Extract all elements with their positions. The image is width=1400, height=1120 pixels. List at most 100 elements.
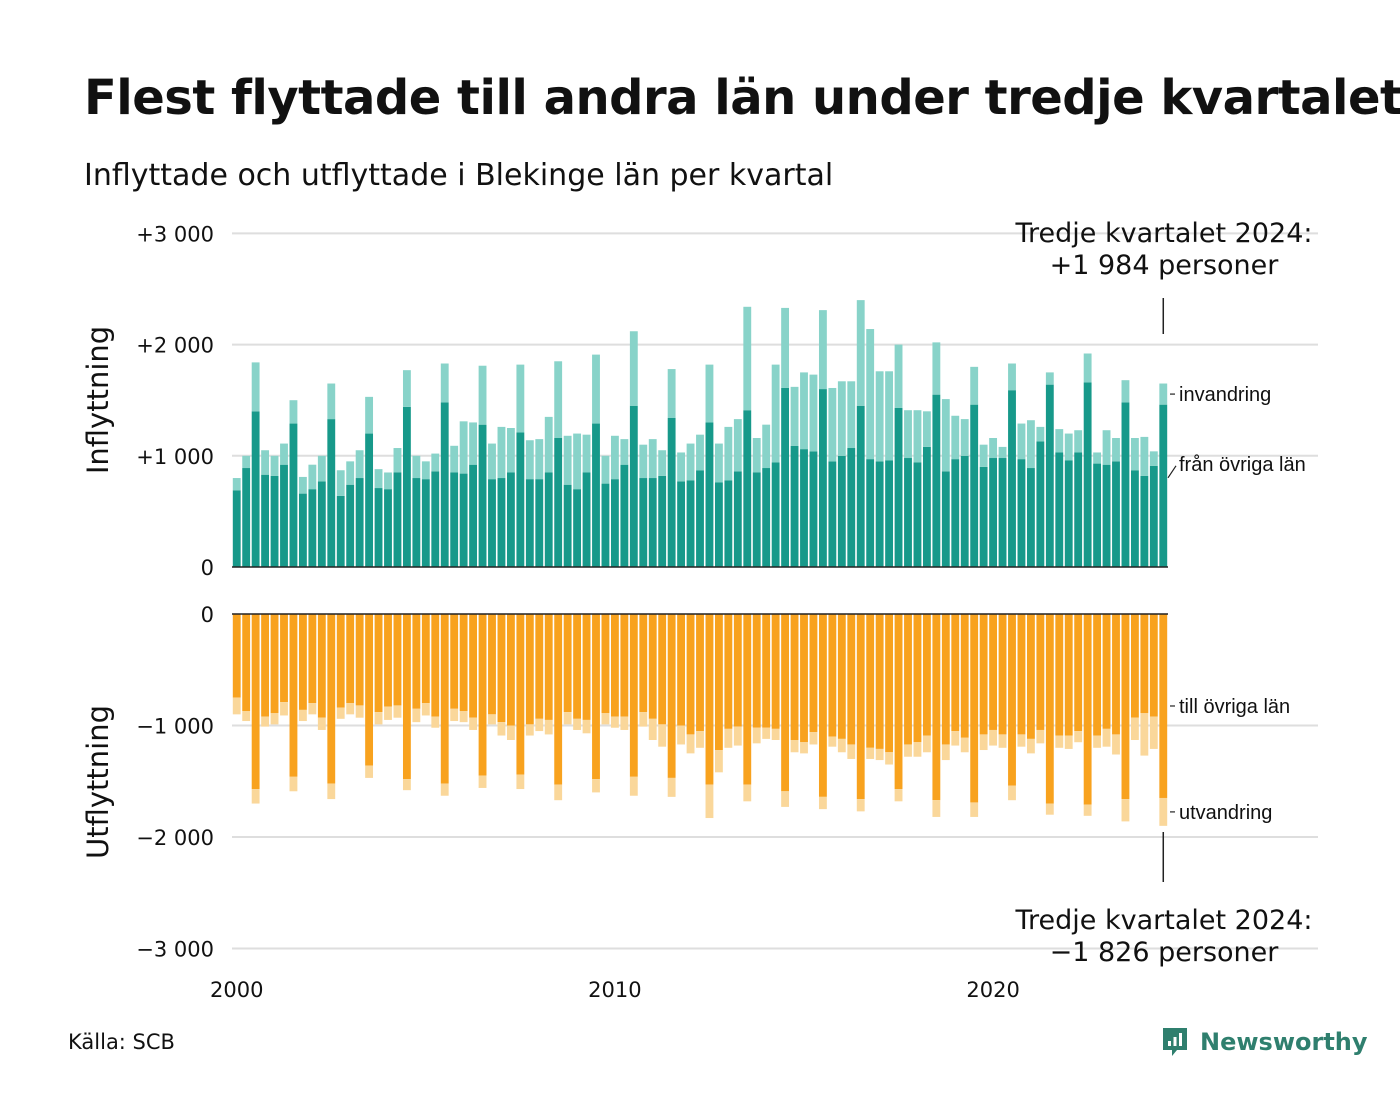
bar-fran-ovriga-lan	[658, 475, 667, 567]
bar-fran-ovriga-lan	[393, 472, 402, 567]
bar-fran-ovriga-lan	[374, 488, 383, 567]
bar-fran-ovriga-lan	[525, 479, 534, 567]
bar-invandring	[525, 440, 534, 480]
bar-utvandring	[866, 747, 875, 759]
bar-utvandring	[355, 705, 364, 718]
bar-fran-ovriga-lan	[298, 493, 307, 567]
bar-fran-ovriga-lan	[1093, 463, 1102, 567]
bar-till-ovriga-lan	[639, 614, 648, 713]
bar-fran-ovriga-lan	[336, 495, 345, 567]
bar-fran-ovriga-lan	[261, 474, 270, 567]
bar-utvandring	[450, 708, 459, 722]
bar-fran-ovriga-lan	[771, 462, 780, 567]
bar-fran-ovriga-lan	[1045, 384, 1054, 567]
bar-invandring	[384, 472, 392, 490]
bar-fran-ovriga-lan	[781, 387, 790, 567]
bar-invandring	[1055, 429, 1064, 453]
bar-invandring	[724, 426, 733, 481]
bar-utvandring	[639, 712, 648, 727]
bar-fran-ovriga-lan	[932, 394, 941, 567]
bar-till-ovriga-lan	[866, 614, 875, 748]
bar-invandring	[894, 344, 903, 408]
bar-fran-ovriga-lan	[251, 411, 260, 567]
bar-utvandring	[752, 727, 761, 744]
bar-fran-ovriga-lan	[1074, 452, 1083, 567]
annotation-outflow-line2: −1 826 personer	[1050, 937, 1280, 968]
bar-invandring	[1045, 372, 1054, 385]
bar-fran-ovriga-lan	[280, 464, 288, 567]
bar-invandring	[280, 443, 288, 465]
chart-title: Flest flyttade till andra län under tred…	[84, 70, 1400, 126]
bar-utvandring	[856, 799, 865, 812]
bar-fran-ovriga-lan	[705, 422, 714, 567]
bar-invandring	[421, 461, 430, 480]
bar-fran-ovriga-lan	[554, 438, 563, 567]
bar-till-ovriga-lan	[242, 614, 251, 712]
bar-utvandring	[232, 697, 241, 715]
bar-till-ovriga-lan	[251, 614, 260, 790]
bar-invandring	[1112, 438, 1120, 462]
bar-fran-ovriga-lan	[1140, 475, 1149, 567]
bar-utvandring	[1112, 734, 1120, 755]
bar-utvandring	[733, 726, 742, 746]
bar-utvandring	[714, 750, 723, 773]
y-axis-label-outflow: Utflyttning	[81, 705, 115, 859]
y-axis-label-inflow: Inflyttning	[81, 326, 115, 474]
bar-utvandring	[289, 776, 298, 792]
bar-till-ovriga-lan	[771, 614, 780, 729]
y-tick-label: −2 000	[136, 826, 214, 850]
bar-till-ovriga-lan	[563, 614, 572, 713]
bar-invandring	[610, 435, 619, 480]
bar-invandring	[270, 455, 279, 476]
bar-invandring	[828, 387, 837, 462]
bar-invandring	[885, 371, 894, 461]
bar-fran-ovriga-lan	[365, 433, 374, 567]
bar-invandring	[497, 426, 506, 479]
bar-invandring	[941, 399, 950, 472]
bar-till-ovriga-lan	[989, 614, 998, 730]
bar-utvandring	[317, 717, 326, 730]
bar-fran-ovriga-lan	[913, 462, 922, 567]
bar-till-ovriga-lan	[355, 614, 364, 706]
bar-till-ovriga-lan	[809, 614, 818, 733]
bar-utvandring	[818, 796, 827, 810]
bar-utvandring	[1159, 797, 1168, 826]
series-label-utvandring: utvandring	[1179, 802, 1272, 824]
chart-canvas: 0 +1 000 +2 000 +3 000 0 −1 000 −2 000 −3 000 20…	[81, 218, 1318, 1002]
bar-utvandring	[402, 779, 411, 791]
bar-fran-ovriga-lan	[1008, 390, 1016, 567]
bar-utvandring	[525, 724, 534, 736]
source-note: Källa: SCB	[68, 1030, 175, 1054]
bar-fran-ovriga-lan	[497, 478, 506, 567]
bar-fran-ovriga-lan	[232, 490, 241, 567]
bar-utvandring	[384, 706, 392, 720]
bar-fran-ovriga-lan	[629, 405, 638, 567]
gridlines	[232, 232, 1318, 950]
bar-fran-ovriga-lan	[1102, 464, 1111, 567]
bar-fran-ovriga-lan	[592, 423, 600, 567]
bar-till-ovriga-lan	[1121, 614, 1130, 800]
bar-fran-ovriga-lan	[478, 424, 487, 567]
bar-invandring	[1102, 430, 1111, 465]
bar-utvandring	[648, 718, 657, 740]
bar-till-ovriga-lan	[421, 614, 430, 704]
bar-fran-ovriga-lan	[450, 472, 459, 567]
bar-till-ovriga-lan	[469, 614, 478, 718]
bar-utvandring	[573, 718, 582, 730]
bar-invandring	[620, 439, 629, 465]
bar-fran-ovriga-lan	[733, 471, 742, 567]
bar-till-ovriga-lan	[837, 614, 846, 739]
bar-utvandring	[1140, 713, 1149, 756]
bar-utvandring	[488, 714, 496, 725]
bar-invandring	[1026, 420, 1035, 469]
bar-till-ovriga-lan	[970, 614, 979, 803]
brand-logo[interactable]: Newsworthy	[1160, 1026, 1368, 1058]
series-label-invandring: invandring	[1179, 384, 1271, 406]
bar-fran-ovriga-lan	[469, 464, 478, 567]
bar-fran-ovriga-lan	[828, 461, 837, 567]
x-tick-label: 2020	[966, 978, 1019, 1002]
bar-invandring	[989, 438, 998, 459]
bar-fran-ovriga-lan	[544, 472, 553, 567]
bar-till-ovriga-lan	[592, 614, 600, 780]
bar-till-ovriga-lan	[752, 614, 761, 728]
